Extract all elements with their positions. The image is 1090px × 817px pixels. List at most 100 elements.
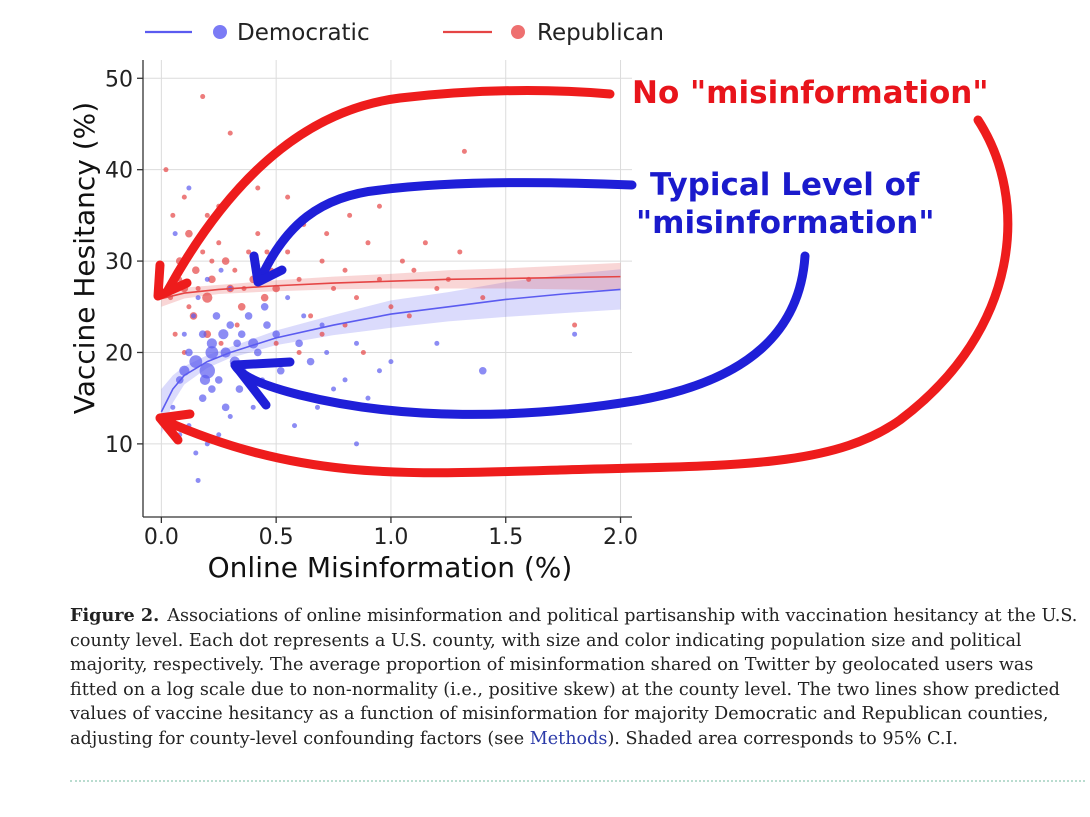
point-democratic [185,348,193,357]
y-tick-label: 50 [105,67,133,92]
point-republican [360,349,366,355]
point-democratic [181,331,187,337]
point-republican [255,185,261,191]
data-points [163,94,578,483]
point-democratic [195,477,201,483]
point-democratic [342,377,348,383]
point-democratic [198,394,207,402]
point-democratic [301,313,307,319]
caption-text-end: ). Shaded area corresponds to 95% C.I. [607,728,958,749]
point-republican [342,267,348,273]
point-democratic [212,312,221,320]
point-republican [209,258,215,264]
scatter-chart: 0.0 0.5 1.0 1.5 2.0 10 20 30 40 50 Democratic Rep… [68,20,1013,584]
point-republican [208,275,216,284]
fit-line-republican [161,275,621,300]
point-republican [399,258,405,264]
point-democratic [250,404,256,410]
point-democratic [204,276,210,282]
point-democratic [388,359,394,365]
point-republican [192,266,200,275]
point-republican [572,322,578,328]
point-republican [457,249,463,255]
fit-line-democratic [160,288,621,413]
blue-arrow-bottom [230,251,810,419]
point-republican [461,148,467,154]
point-democratic [218,329,229,340]
point-democratic [170,404,176,410]
point-democratic [295,339,303,348]
y-tick-label: 10 [105,433,133,458]
point-republican [285,249,291,255]
point-republican [181,194,187,200]
y-axis-label: Vaccine Hesitancy (%) [68,102,101,414]
point-democratic [189,355,203,369]
point-republican [216,240,222,246]
point-republican [365,240,371,246]
point-democratic [186,185,192,191]
point-democratic [354,340,360,346]
point-democratic [354,441,360,447]
figure-caption: Figure 2. Associations of online misinfor… [70,604,1080,751]
red-arrow-top [163,86,615,295]
x-tick-label: 1.5 [488,525,523,550]
point-republican [376,276,382,282]
point-republican [255,231,261,237]
point-democratic [365,395,371,401]
point-republican [319,331,325,337]
y-tick-label: 30 [105,250,133,275]
point-democratic [276,366,285,375]
point-republican [406,313,412,319]
dotted-divider [70,780,1085,782]
annotation-arrows [153,86,1013,478]
x-tick-label: 1.0 [373,525,408,550]
point-democratic [179,365,190,376]
point-republican [221,257,230,265]
point-republican [172,331,178,337]
annotation-typical-level-line1: Typical Level of [650,167,920,203]
point-republican [480,295,486,301]
point-republican [170,212,176,218]
point-democratic [199,374,211,385]
caption-label: Figure 2. [70,605,160,626]
point-democratic [478,366,487,375]
point-democratic [218,267,224,273]
point-republican [285,194,291,200]
x-tick-label: 0.5 [259,525,294,550]
point-republican [237,302,246,311]
legend-republican-label: Republican [537,20,664,46]
blue-arrowhead-bottom [230,357,295,410]
point-republican [204,212,210,218]
point-democratic [221,403,230,412]
point-republican [227,130,233,136]
y-tick-label: 40 [105,159,133,184]
point-democratic [292,423,298,429]
legend: Democratic Republican [145,20,664,46]
point-republican [296,349,302,355]
axes: 0.0 0.5 1.0 1.5 2.0 10 20 30 40 50 [105,60,638,550]
point-democratic [214,376,223,384]
point-republican [185,229,193,238]
point-republican [324,231,330,237]
point-republican [186,304,192,310]
point-democratic [324,349,330,355]
point-democratic [237,330,246,339]
point-democratic [285,295,291,301]
methods-link[interactable]: Methods [529,728,608,749]
point-democratic [244,312,253,320]
point-republican [376,203,382,209]
point-democratic [272,330,280,339]
point-republican [264,249,270,255]
caption-text: Associations of online misinformation an… [70,606,1078,749]
blue-arrow-top [255,178,637,285]
point-republican [319,258,325,264]
point-republican [388,304,394,310]
point-republican [200,94,206,100]
point-republican [434,286,440,291]
point-democratic [226,321,235,329]
legend-republican-dot [511,25,525,39]
point-democratic [227,413,233,419]
point-democratic [191,313,197,319]
point-republican [296,276,302,282]
